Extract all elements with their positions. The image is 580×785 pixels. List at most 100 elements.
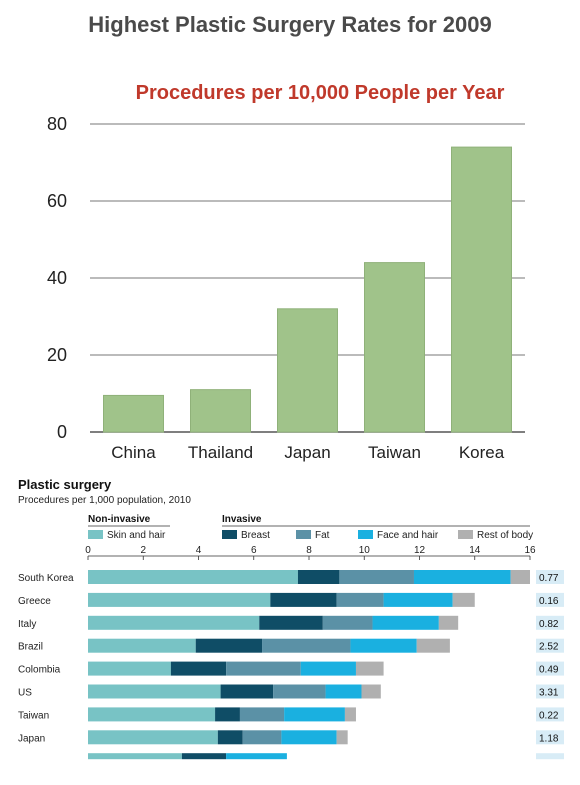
bar bbox=[190, 389, 251, 433]
bar-segment bbox=[416, 638, 450, 653]
right-value: 0.82 bbox=[539, 619, 559, 630]
legend-swatch bbox=[296, 530, 311, 539]
bar-segment bbox=[88, 684, 221, 699]
legend-swatch bbox=[222, 530, 237, 539]
bar-segment bbox=[510, 570, 530, 584]
bar-segment bbox=[281, 730, 337, 745]
bar-segment bbox=[88, 615, 260, 630]
x-tick-label: 10 bbox=[359, 545, 371, 556]
bar-segment bbox=[372, 615, 439, 630]
bar-segment-partial bbox=[88, 753, 182, 760]
bar-segment bbox=[355, 661, 384, 676]
bar-segment bbox=[242, 730, 282, 745]
bar-segment bbox=[284, 707, 345, 722]
x-tick-label: Japan bbox=[284, 443, 330, 462]
legend-label: Face and hair bbox=[377, 530, 439, 541]
bar-segment bbox=[270, 592, 337, 607]
y-tick-label: 20 bbox=[47, 345, 67, 365]
bar-segment bbox=[217, 730, 243, 745]
y-tick-label: 80 bbox=[47, 114, 67, 134]
bar-segment bbox=[88, 661, 171, 676]
x-tick-label: Thailand bbox=[188, 443, 253, 462]
bar-segment bbox=[259, 615, 323, 630]
chart2-title: Plastic surgery bbox=[18, 477, 112, 492]
bar-segment bbox=[325, 684, 362, 699]
legend-swatch bbox=[358, 530, 373, 539]
group-label-invasive: Invasive bbox=[222, 514, 262, 525]
y-tick-label: 0 bbox=[57, 422, 67, 442]
bar-segment bbox=[273, 684, 326, 699]
legend-swatch bbox=[88, 530, 103, 539]
right-value: 1.18 bbox=[539, 733, 559, 744]
x-tick-label: Taiwan bbox=[368, 443, 421, 462]
page-title: Highest Plastic Surgery Rates for 2009 bbox=[88, 12, 492, 37]
bar-segment bbox=[220, 684, 274, 699]
bar-segment bbox=[88, 638, 196, 653]
bar-segment bbox=[336, 592, 384, 607]
bar-segment bbox=[452, 592, 475, 607]
right-value: 2.52 bbox=[539, 642, 559, 653]
bar-segment bbox=[297, 570, 340, 584]
bar bbox=[277, 308, 338, 433]
bar-segment bbox=[262, 638, 351, 653]
y-tick-label: 60 bbox=[47, 191, 67, 211]
x-tick-label: 12 bbox=[414, 545, 426, 556]
chart1-title: Procedures per 10,000 People per Year bbox=[135, 82, 505, 104]
bar-segment bbox=[215, 707, 240, 722]
right-value-box bbox=[536, 684, 564, 699]
bar-segment bbox=[383, 592, 453, 607]
bar bbox=[451, 146, 512, 433]
legend-label: Rest of body bbox=[477, 530, 533, 541]
x-tick-label: 16 bbox=[524, 545, 536, 556]
right-value-box bbox=[536, 570, 564, 584]
y-tick-label: 40 bbox=[47, 268, 67, 288]
x-tick-label: 4 bbox=[196, 545, 202, 556]
chart2-subtitle: Procedures per 1,000 population, 2010 bbox=[18, 495, 191, 506]
row-label: Japan bbox=[18, 733, 45, 744]
bar-segment bbox=[88, 570, 298, 584]
legend-label: Skin and hair bbox=[107, 530, 166, 541]
x-tick-label: 0 bbox=[85, 545, 91, 556]
legend-swatch bbox=[458, 530, 473, 539]
right-value-box bbox=[536, 661, 564, 676]
x-tick-label: 8 bbox=[306, 545, 312, 556]
bar-segment bbox=[88, 592, 271, 607]
right-value: 0.49 bbox=[539, 665, 559, 676]
row-label: Brazil bbox=[18, 642, 43, 653]
bar bbox=[103, 394, 164, 433]
bar-segment bbox=[339, 570, 414, 584]
group-label-non-invasive: Non-invasive bbox=[88, 514, 151, 525]
row-label: Greece bbox=[18, 596, 51, 607]
x-tick-label: 2 bbox=[140, 545, 146, 556]
x-tick-label: 14 bbox=[469, 545, 481, 556]
x-tick-label: Korea bbox=[459, 443, 505, 462]
row-label: Taiwan bbox=[18, 710, 49, 721]
bar-segment bbox=[361, 684, 381, 699]
row-label: Italy bbox=[18, 619, 36, 630]
bar-segment bbox=[88, 730, 218, 745]
bar-segment bbox=[170, 661, 227, 676]
legend-label: Fat bbox=[315, 530, 330, 541]
right-value: 0.16 bbox=[539, 596, 559, 607]
right-value-box bbox=[536, 730, 564, 745]
chart1-svg: 0 20 40 60 80 China Thailand Japan Taiwan Korea bbox=[47, 114, 525, 462]
right-value-box bbox=[536, 615, 564, 630]
row-label: Colombia bbox=[18, 665, 61, 676]
bar-segment bbox=[350, 638, 417, 653]
bar-segment bbox=[226, 661, 301, 676]
bar bbox=[364, 262, 425, 433]
bar-segment-partial bbox=[181, 753, 227, 760]
bar-segment bbox=[336, 730, 348, 745]
bar-segment bbox=[413, 570, 511, 584]
right-value: 0.22 bbox=[539, 710, 559, 721]
right-value: 0.77 bbox=[539, 573, 559, 584]
legend-label: Breast bbox=[241, 530, 270, 541]
right-value-box bbox=[536, 707, 564, 722]
right-value: 3.31 bbox=[539, 688, 559, 699]
bar-segment bbox=[300, 661, 356, 676]
right-value-box-partial bbox=[536, 753, 564, 760]
bar-segment bbox=[344, 707, 356, 722]
bar-segment bbox=[195, 638, 263, 653]
